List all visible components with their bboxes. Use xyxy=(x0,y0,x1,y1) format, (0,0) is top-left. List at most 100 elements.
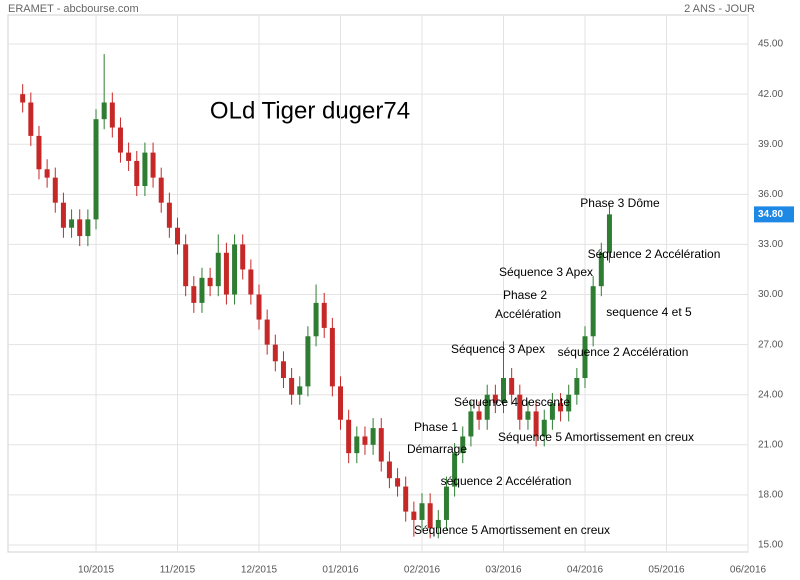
candle-body xyxy=(476,411,482,420)
annotation: séquence 2 Accélération xyxy=(558,345,689,359)
candle-body xyxy=(362,436,368,445)
x-tick-label: 12/2015 xyxy=(241,565,278,576)
y-tick-label: 24.00 xyxy=(758,389,783,400)
candle-body xyxy=(346,419,352,454)
candle-body xyxy=(280,361,286,379)
candle-body xyxy=(492,394,498,404)
last-price-label: 34.80 xyxy=(758,209,783,220)
candle-body xyxy=(44,169,50,178)
candle-body xyxy=(558,403,564,412)
x-tick-label: 03/2016 xyxy=(485,565,522,576)
chart-title: OLd Tiger duger74 xyxy=(210,97,410,124)
candle-body xyxy=(101,102,107,120)
candle-body xyxy=(142,152,148,186)
x-tick-label: 10/2015 xyxy=(78,565,115,576)
candle-body xyxy=(207,277,213,287)
candle-body xyxy=(549,403,555,420)
candle-body xyxy=(126,152,132,161)
annotation: Séquence 4 descente xyxy=(454,395,570,409)
annotation: Séquence 3 Apex xyxy=(451,342,545,356)
last-price-box xyxy=(754,206,794,223)
annotation: Phase 2 xyxy=(503,288,547,302)
candle-body xyxy=(248,269,254,295)
candle-body xyxy=(509,378,515,395)
candle-body xyxy=(150,152,156,178)
candle-body xyxy=(272,344,278,362)
candle-body xyxy=(256,294,262,320)
y-tick-label: 27.00 xyxy=(758,339,783,350)
candle-body xyxy=(166,202,172,228)
candle-body xyxy=(598,252,604,287)
y-tick-label: 30.00 xyxy=(758,289,783,300)
y-tick-label: 33.00 xyxy=(758,239,783,250)
candle-body xyxy=(427,503,433,529)
x-tick-label: 01/2016 xyxy=(322,565,359,576)
candle-body xyxy=(403,486,409,512)
candle-body xyxy=(69,219,75,228)
candle-body xyxy=(329,327,335,387)
candle-body xyxy=(289,378,295,395)
candle-body xyxy=(517,394,523,420)
grid xyxy=(7,14,749,553)
candle-body xyxy=(93,119,99,220)
candle-body xyxy=(175,227,181,245)
candle-body xyxy=(191,286,197,303)
annotation: sequence 4 et 5 xyxy=(606,305,692,319)
y-tick-label: 15.00 xyxy=(758,540,783,551)
candle-body xyxy=(606,214,612,253)
candle-body xyxy=(232,244,238,295)
candle-body xyxy=(321,302,327,328)
candle-body xyxy=(354,436,360,454)
y-tick-label: 36.00 xyxy=(758,189,783,200)
candle-body xyxy=(338,386,344,420)
y-tick-label: 45.00 xyxy=(758,39,783,50)
annotation: Séquence 5 Amortissement en creux xyxy=(414,523,610,537)
candle-body xyxy=(313,302,319,337)
plot-frame xyxy=(7,14,749,553)
candle-body xyxy=(183,244,189,287)
candle-body xyxy=(28,102,34,136)
candle-body xyxy=(264,319,270,345)
candle-body xyxy=(411,511,417,520)
candle-body xyxy=(460,436,466,454)
annotation: Accélération xyxy=(495,307,561,321)
candle-body xyxy=(468,411,474,437)
candle-body xyxy=(77,219,83,237)
annotation: Phase 3 Dôme xyxy=(580,196,660,210)
candle-body xyxy=(582,336,588,379)
x-tick-label: 06/2016 xyxy=(730,565,767,576)
annotation: Séquence 2 Accélération xyxy=(588,247,721,261)
candle-body xyxy=(297,386,303,395)
candle-body xyxy=(574,378,580,395)
y-tick-label: 21.00 xyxy=(758,439,783,450)
annotation: séquence 2 Accélération xyxy=(441,474,572,488)
source: ERAMET - abcbourse.com xyxy=(8,3,139,15)
annotation: Séquence 5 Amortissement en creux xyxy=(498,430,694,444)
candle-body xyxy=(52,177,58,203)
x-tick-label: 02/2016 xyxy=(404,565,441,576)
candle-body xyxy=(452,453,458,487)
candle-body xyxy=(305,336,311,387)
y-tick-label: 39.00 xyxy=(758,139,783,150)
y-tick-label: 18.00 xyxy=(758,490,783,501)
candle-body xyxy=(240,244,246,270)
candle-body xyxy=(60,202,66,228)
annotation: Démarrage xyxy=(407,442,467,456)
y-tick-label: 42.00 xyxy=(758,89,783,100)
candle-body xyxy=(134,160,140,186)
annotation: Séquence 3 Apex xyxy=(499,265,593,279)
candle-body xyxy=(443,486,449,520)
candle-body xyxy=(85,219,91,237)
candle-body xyxy=(525,411,531,420)
candle-body xyxy=(386,461,392,479)
candle-body xyxy=(395,478,401,487)
x-tick-label: 04/2016 xyxy=(567,565,604,576)
candle-body xyxy=(158,177,164,203)
candle-body xyxy=(199,277,205,303)
candle-body xyxy=(484,394,490,420)
candle-body xyxy=(370,428,376,445)
candle-body xyxy=(20,94,26,103)
candle-body xyxy=(215,252,221,287)
candle-body xyxy=(435,519,441,529)
